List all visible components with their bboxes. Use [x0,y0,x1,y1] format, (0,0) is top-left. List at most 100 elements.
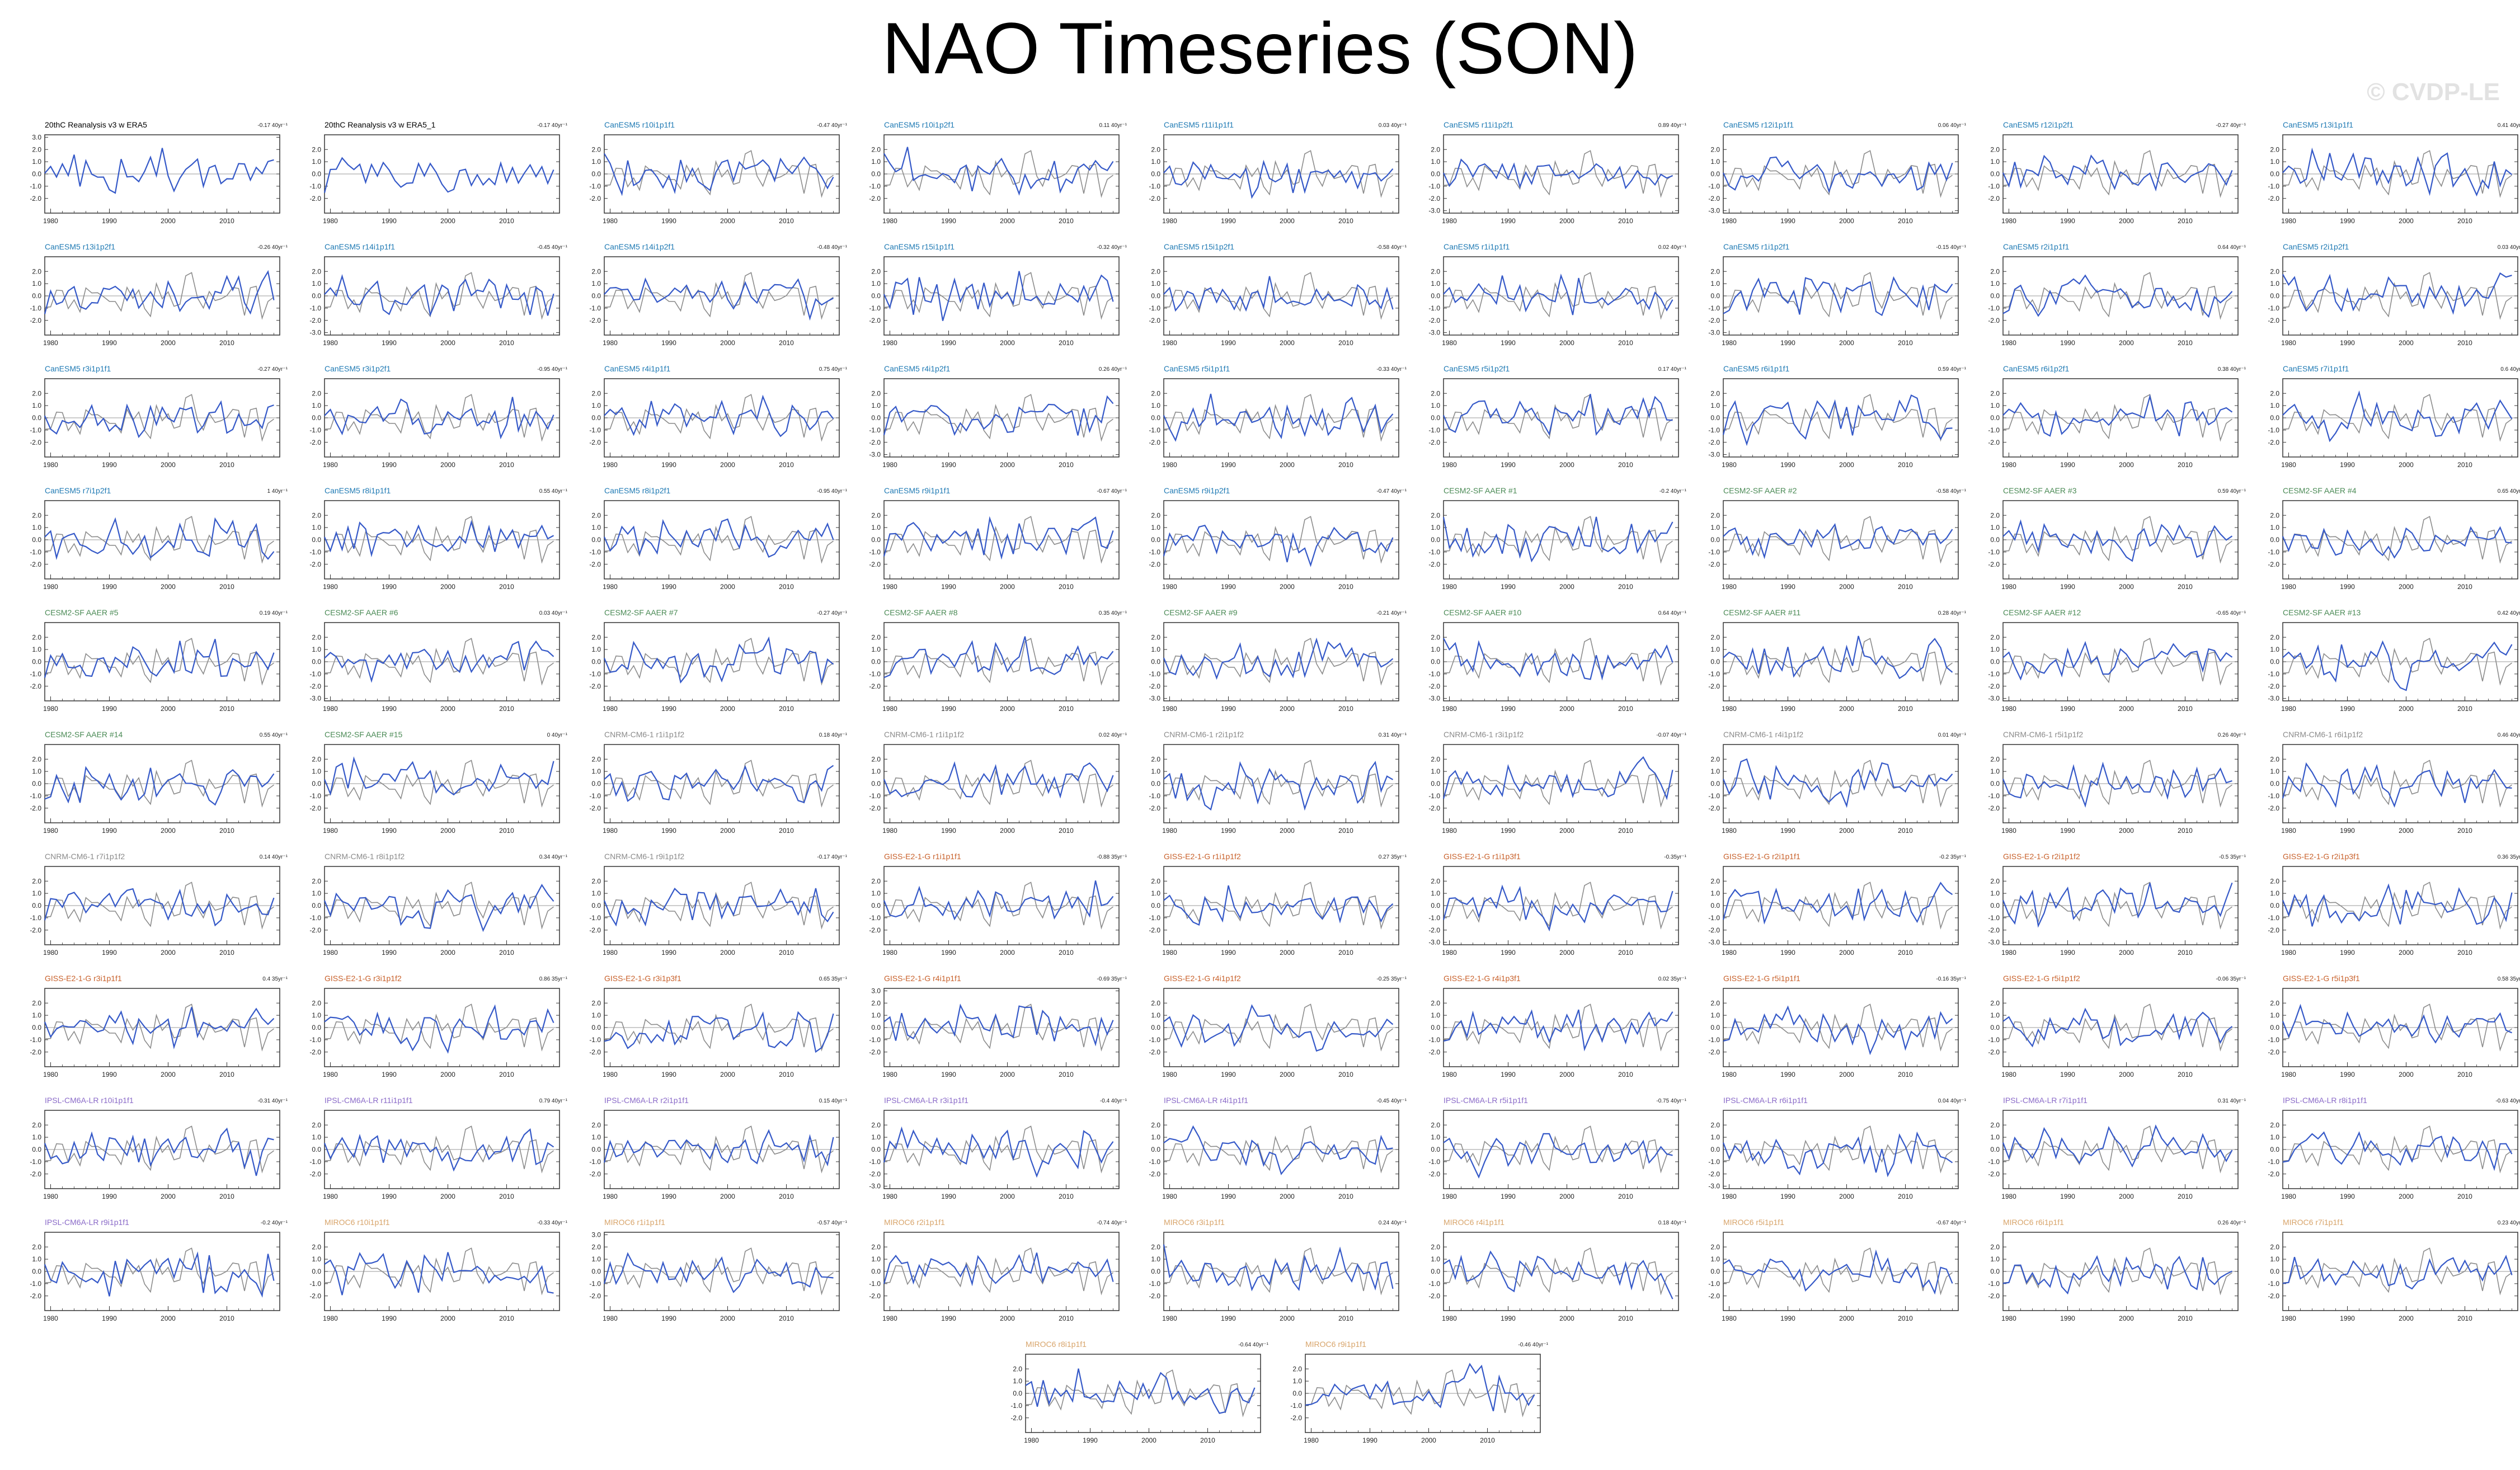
x-tick-label: 2000 [1839,1193,1854,1200]
y-tick-label: 1.0 [871,158,881,166]
x-tick-label: 2000 [1559,949,1574,957]
y-tick-label: 0.0 [1151,902,1160,910]
x-tick-label: 1980 [43,339,58,347]
x-tick-label: 2000 [2119,339,2134,347]
x-tick-label: 1980 [323,949,338,957]
y-tick-label: 1.0 [32,280,41,288]
x-tick-label: 2000 [1280,827,1295,835]
chart-panel: CanESM5 r12i1p2f1 -0.27 40yr⁻¹ 2.0 1.0 0.0 -1… [1975,120,2251,244]
x-tick-label: 1980 [323,827,338,835]
x-tick-label: 1990 [1501,827,1516,835]
y-tick-label: -1.0 [869,426,881,434]
panel-plot: 2.0 1.0 0.0 -1.0 -2.0 1980 1990 2000 2010 [589,988,840,1078]
x-tick-label: 1980 [2001,1193,2016,1200]
y-tick-label: 0.0 [1990,1268,2000,1275]
x-tick-label: 1980 [1162,1193,1177,1200]
model-series-line [2002,154,2233,192]
x-tick-label: 1980 [1442,827,1457,835]
obs-series-line [2002,516,2232,564]
x-tick-label: 2000 [720,339,735,347]
obs-series-line [1163,1003,1393,1052]
y-tick-label: -2.0 [30,1292,41,1300]
obs-series-line [2282,394,2512,442]
panel-plot: 2.0 1.0 0.0 -1.0 -2.0 1980 1990 2000 2010 [869,866,1120,957]
x-tick-label: 2000 [1839,1071,1854,1078]
y-tick-label: 1.0 [2270,646,2279,653]
x-tick-label: 1990 [1501,705,1516,713]
panel-plot: 2.0 1.0 0.0 -1.0 -2.0 1980 1990 2000 2010 [309,866,560,957]
x-tick-label: 2010 [219,583,234,591]
obs-series-line [2002,760,2232,808]
x-tick-label: 1980 [1442,949,1457,957]
y-tick-label: 1.0 [591,1255,601,1263]
y-tick-label: -3.0 [1428,329,1440,337]
y-tick-label: 0.0 [1990,1146,2000,1153]
panel-trend: 0.65 35yr⁻¹ [819,976,847,982]
panel-title: MIROC6 r9i1p1f1 [1305,1340,1366,1349]
y-tick-label: 2.0 [32,877,41,885]
y-tick-label: 2.0 [32,999,41,1007]
x-tick-label: 2010 [1059,1071,1074,1078]
y-tick-label: 2.0 [591,511,601,519]
x-tick-label: 1990 [1221,827,1236,835]
y-tick-label: 2.0 [871,877,881,885]
x-tick-label: 2010 [2178,705,2193,713]
y-tick-label: 2.0 [2270,1121,2279,1129]
x-tick-label: 1990 [1221,217,1236,225]
y-tick-label: -2.0 [1428,682,1440,690]
panel-trend: 0.59 40yr⁻¹ [2217,488,2246,494]
y-tick-label: 0.0 [1431,1024,1440,1031]
panel-title: CanESM5 r3i1p2f1 [325,364,391,373]
y-tick-label: 0.0 [1710,902,1720,910]
model-series-line [324,1004,554,1054]
chart-panel: MIROC6 r2i1p1f1 -0.74 40yr⁻¹ 2.0 1.0 0.0 -1.0… [856,1218,1132,1342]
panel-trend: 0.02 35yr⁻¹ [1658,976,1686,982]
chart-panel: CESM2-SF AAER #14 0.55 40yr⁻¹ 2.0 1.0 0.0 -1.… [17,730,293,854]
panel-title: GISS-E2-1-G r3i1p1f1 [45,974,122,983]
x-tick-label: 1980 [2281,1314,2296,1322]
panel-trend: -0.26 40yr⁻¹ [257,244,288,251]
x-tick-label: 2010 [499,1071,514,1078]
chart-panel: CanESM5 r4i1p1f1 0.75 40yr⁻¹ 2.0 1.0 0.0 -1.0… [576,364,853,488]
y-tick-label: -1.0 [309,304,321,312]
panel-trend: -0.07 40yr⁻¹ [1656,732,1686,738]
panel-trend: 1 40yr⁻¹ [267,488,288,494]
x-tick-label: 1990 [941,1193,956,1200]
x-tick-label: 2000 [2399,949,2414,957]
panel-title: MIROC6 r10i1p1f1 [325,1218,390,1227]
chart-panel: CanESM5 r6i1p2f1 0.38 40yr⁻¹ 2.0 1.0 0.0 -1.0… [1975,364,2251,488]
model-series-line [883,1252,1114,1287]
x-tick-label: 2000 [1559,705,1574,713]
model-series-line [1442,756,1673,800]
y-tick-label: 0.0 [591,1146,601,1153]
y-tick-label: 2.0 [312,511,321,519]
x-tick-label: 1980 [1162,1071,1177,1078]
x-tick-label: 1980 [1442,1193,1457,1200]
y-tick-label: 0.0 [1990,902,2000,910]
y-tick-label: 1.0 [32,1133,41,1141]
panel-plot: 2.0 1.0 0.0 -1.0 -2.0 1980 1990 2000 2010 [869,256,1120,347]
panel-trend: 0.04 40yr⁻¹ [1938,1098,1966,1104]
model-series-line [1163,637,1394,680]
obs-series-line [324,882,554,930]
x-tick-label: 1990 [2060,461,2075,469]
panel-title: CanESM5 r10i1p1f1 [604,120,675,129]
chart-panel: CanESM5 r12i1p1f1 0.06 40yr⁻¹ 2.0 1.0 0.0 -1.… [1695,120,1972,244]
y-tick-label: -2.0 [1988,317,2000,324]
obs-series-line [1443,1125,1673,1174]
x-tick-label: 1980 [1722,949,1737,957]
x-tick-label: 1980 [882,461,897,469]
panel-title: CanESM5 r11i1p2f1 [1444,120,1514,129]
panel-trend: -0.47 40yr⁻¹ [817,123,847,129]
x-tick-label: 1980 [1722,1071,1737,1078]
y-tick-label: 1.0 [1710,402,1720,409]
x-tick-label: 2010 [219,217,234,225]
chart-panel: MIROC6 r8i1p1f1 -0.64 40yr⁻¹ 2.0 1.0 0.0 -1.0… [998,1340,1274,1464]
obs-series-line [604,760,834,808]
y-tick-label: 0.0 [32,1146,41,1153]
panel-trend: -0.57 40yr⁻¹ [817,1220,847,1226]
x-tick-label: 2000 [1559,1071,1574,1078]
x-tick-label: 2010 [1618,1071,1633,1078]
